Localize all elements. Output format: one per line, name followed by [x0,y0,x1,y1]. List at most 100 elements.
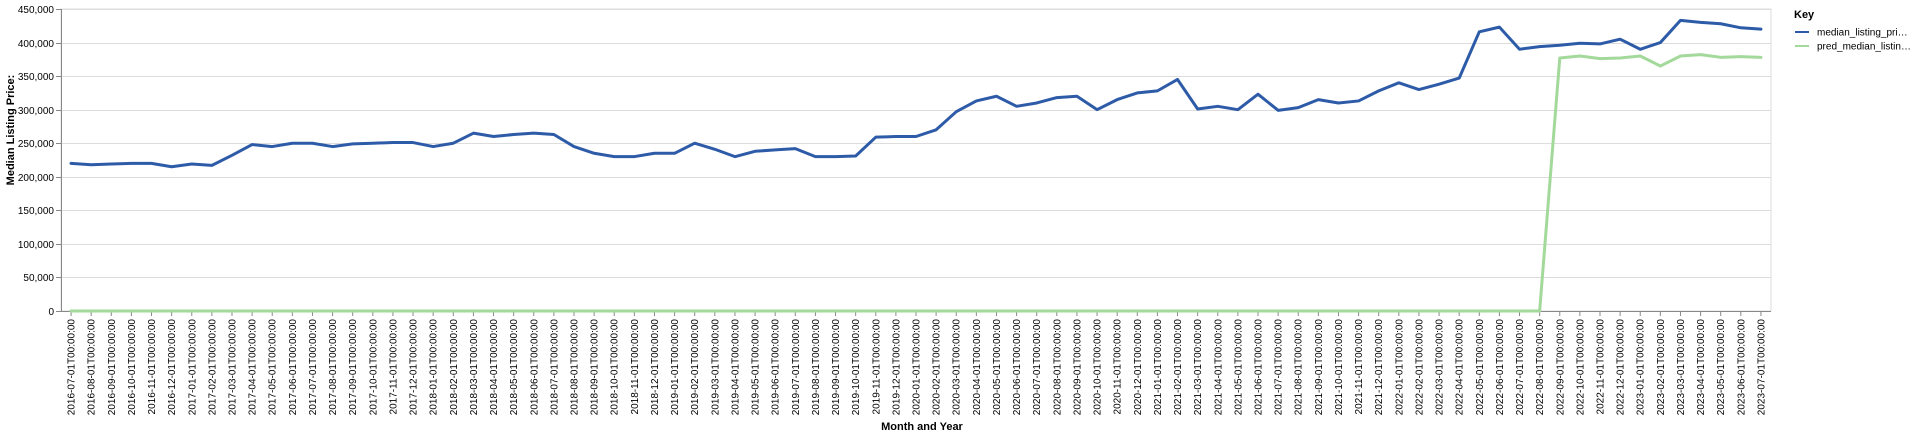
x-tick-label: 2016-07-01T00:00:00 [67,319,78,416]
y-tick-label: 200,000 [18,173,55,184]
x-tick-label: 2018-12-01T00:00:00 [650,319,661,416]
x-tick-label: 2022-08-01T00:00:00 [1535,319,1546,416]
x-tick-label: 2019-02-01T00:00:00 [690,319,701,416]
x-tick-label: 2021-05-01T00:00:00 [1233,319,1244,416]
x-tick-label: 2020-06-01T00:00:00 [1012,319,1023,416]
y-tick-label: 450,000 [18,5,55,16]
y-tick-label: 150,000 [18,206,55,217]
x-tick-label: 2017-05-01T00:00:00 [268,319,279,416]
y-axis: 0 50,000 100,000 150,000 200,000 250,000 300,0… [18,5,62,318]
x-tick-label: 2018-11-01T00:00:00 [630,319,641,415]
x-tick-label: 2023-06-01T00:00:00 [1736,319,1747,416]
x-tick-label: 2023-04-01T00:00:00 [1696,319,1707,416]
x-tick-label: 2018-05-01T00:00:00 [509,319,520,416]
x-tick-label: 2021-08-01T00:00:00 [1294,319,1305,416]
x-tick-label: 2022-06-01T00:00:00 [1495,319,1506,416]
x-tick-label: 2021-01-01T00:00:00 [1153,319,1164,416]
y-tick-label: 400,000 [18,39,55,50]
x-tick-label: 2021-04-01T00:00:00 [1213,319,1224,416]
x-tick-label: 2019-11-01T00:00:00 [871,319,882,415]
x-tick-label: 2019-04-01T00:00:00 [730,319,741,416]
x-tick-label: 2022-05-01T00:00:00 [1475,319,1486,416]
series-lines [69,18,1763,313]
y-tick-label: 300,000 [18,106,55,117]
x-tick-label: 2020-08-01T00:00:00 [1052,319,1063,416]
x-tick-label: 2016-11-01T00:00:00 [147,319,158,415]
gridlines [60,8,1772,312]
x-tick-label: 2022-02-01T00:00:00 [1414,319,1425,416]
x-tick-label: 2023-05-01T00:00:00 [1716,319,1727,416]
x-tick-label: 2018-01-01T00:00:00 [429,319,440,416]
x-tick-label: 2020-01-01T00:00:00 [912,319,923,416]
legend-title: Key [1794,9,1815,21]
x-tick-label: 2022-03-01T00:00:00 [1435,319,1446,416]
x-tick-label: 2019-12-01T00:00:00 [891,319,902,416]
legend-label: median_listing_pri… [1817,28,1908,39]
x-tick-label: 2022-01-01T00:00:00 [1394,319,1405,416]
x-tick-label: 2019-03-01T00:00:00 [710,319,721,416]
y-axis-title: Median Listing Price: [5,75,17,186]
x-tick-label: 2021-12-01T00:00:00 [1374,319,1385,416]
x-tick-label: 2020-11-01T00:00:00 [1113,319,1124,415]
x-axis: 2016-07-01T00:00:00 2016-08-01T00:00:00 20… [61,311,1771,415]
x-tick-label: 2021-03-01T00:00:00 [1193,319,1204,416]
x-tick-label: 2020-05-01T00:00:00 [992,319,1003,416]
x-tick-label: 2020-12-01T00:00:00 [1133,319,1144,416]
x-tick-label: 2021-10-01T00:00:00 [1334,319,1345,416]
x-tick-label: 2017-11-01T00:00:00 [388,319,399,415]
x-tick-label: 2020-02-01T00:00:00 [932,319,943,416]
legend-items: median_listing_pri… pred_median_listin… [1795,28,1911,53]
x-tick-label: 2017-12-01T00:00:00 [409,319,420,416]
x-tick-label: 2018-06-01T00:00:00 [529,319,540,416]
x-tick-label: 2019-05-01T00:00:00 [751,319,762,416]
x-tick-label: 2018-07-01T00:00:00 [549,319,560,416]
x-tick-label: 2020-03-01T00:00:00 [952,319,963,416]
x-tick-label: 2019-01-01T00:00:00 [670,319,681,416]
y-tick-label: 350,000 [18,72,55,83]
legend-label: pred_median_listin… [1817,42,1911,53]
x-tick-label: 2018-09-01T00:00:00 [590,319,601,416]
x-tick-label: 2018-08-01T00:00:00 [570,319,581,416]
y-tick-label: 50,000 [23,273,54,284]
x-tick-label: 2017-07-01T00:00:00 [308,319,319,416]
x-tick-label: 2017-04-01T00:00:00 [248,319,259,416]
x-tick-label: 2021-06-01T00:00:00 [1254,319,1265,416]
x-tick-label: 2019-10-01T00:00:00 [851,319,862,416]
x-tick-label: 2021-09-01T00:00:00 [1314,319,1325,416]
x-tick-label: 2017-09-01T00:00:00 [348,319,359,416]
x-tick-label: 2022-11-01T00:00:00 [1596,319,1607,415]
x-tick-label: 2017-10-01T00:00:00 [368,319,379,416]
x-tick-label: 2018-02-01T00:00:00 [449,319,460,416]
x-tick-label: 2021-11-01T00:00:00 [1354,319,1365,415]
x-tick-label: 2020-07-01T00:00:00 [1032,319,1043,416]
x-tick-label: 2016-09-01T00:00:00 [107,319,118,416]
x-tick-label: 2021-02-01T00:00:00 [1173,319,1184,416]
x-tick-label: 2017-01-01T00:00:00 [187,319,198,416]
x-tick-label: 2020-04-01T00:00:00 [972,319,983,416]
x-tick-label: 2023-02-01T00:00:00 [1656,319,1667,416]
x-tick-label: 2018-03-01T00:00:00 [469,319,480,416]
x-tick-label: 2022-07-01T00:00:00 [1515,319,1526,416]
y-tick-label: 250,000 [18,139,55,150]
x-tick-label: 2017-02-01T00:00:00 [207,319,218,416]
x-tick-label: 2016-08-01T00:00:00 [87,319,98,416]
x-tick-label: 2016-12-01T00:00:00 [167,319,178,416]
x-tick-label: 2021-07-01T00:00:00 [1274,319,1285,416]
x-tick-label: 2023-07-01T00:00:00 [1756,319,1767,416]
x-tick-label: 2018-10-01T00:00:00 [610,319,621,416]
x-tick-label: 2020-09-01T00:00:00 [1072,319,1083,416]
series-line-2 [69,53,1763,313]
legend: Key median_listing_pri… pred_median_listi… [1794,9,1911,53]
plot-frame [60,8,1772,312]
x-tick-label: 2022-12-01T00:00:00 [1616,319,1627,416]
x-tick-label: 2022-10-01T00:00:00 [1575,319,1586,416]
x-tick-label: 2019-08-01T00:00:00 [811,319,822,416]
x-tick-label: 2017-06-01T00:00:00 [288,319,299,416]
x-tick-label: 2018-04-01T00:00:00 [489,319,500,416]
x-tick-label: 2022-04-01T00:00:00 [1455,319,1466,416]
x-tick-label: 2023-03-01T00:00:00 [1676,319,1687,416]
x-tick-label: 2022-09-01T00:00:00 [1555,319,1566,416]
x-tick-label: 2017-08-01T00:00:00 [328,319,339,416]
